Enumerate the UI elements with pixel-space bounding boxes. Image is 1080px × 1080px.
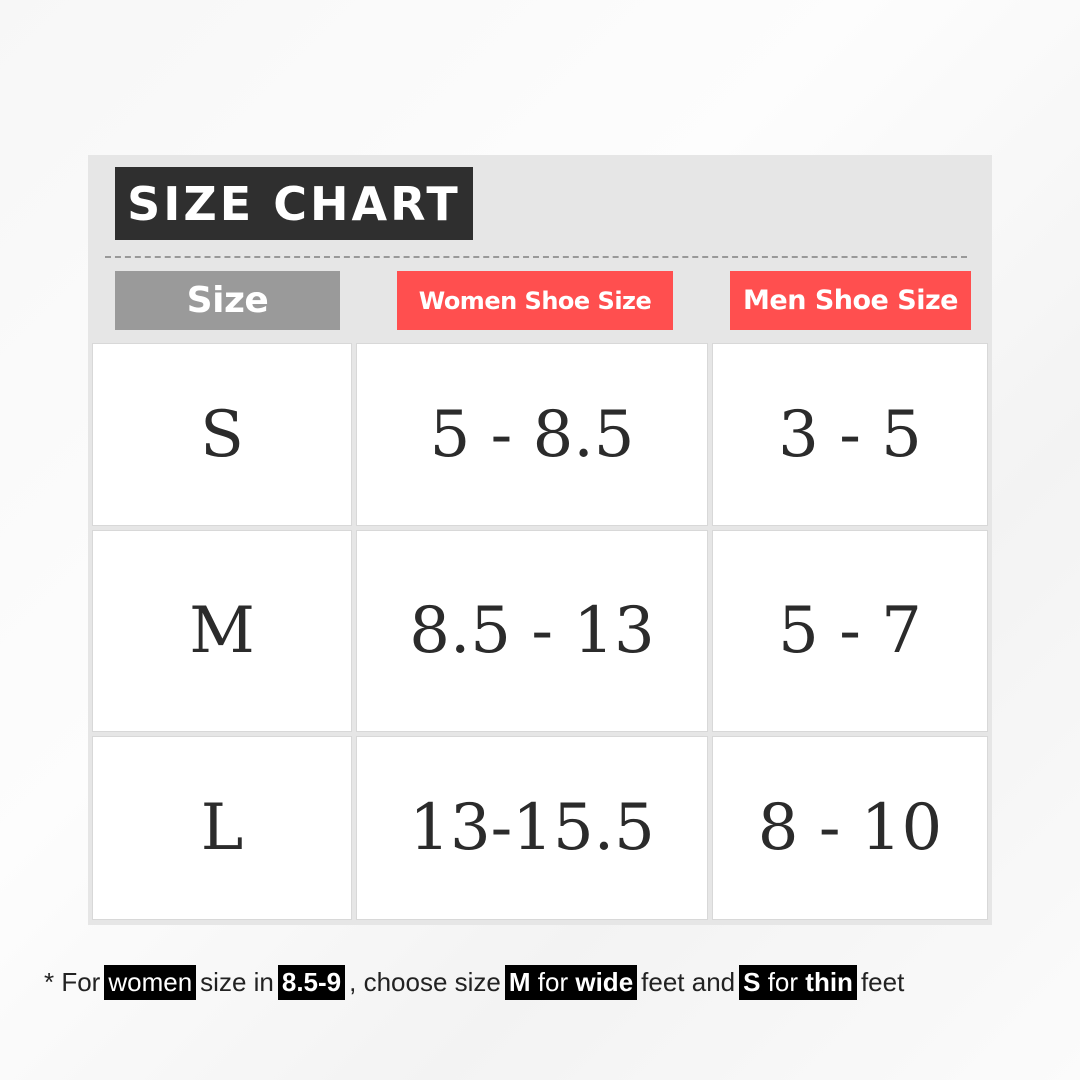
note-highlight-range: 8.5-9 [277, 964, 346, 1000]
note-for: for [530, 966, 576, 997]
cell-women: 13-15.5 [356, 736, 708, 920]
header-size: Size [115, 271, 340, 330]
note-text: feet [860, 966, 905, 997]
note-s: S [743, 966, 761, 997]
cell-size: M [92, 530, 352, 732]
header-men-shoe-size: Men Shoe Size [730, 271, 971, 330]
note-highlight-s-thin: S for thin [739, 964, 857, 1000]
note-wide: wide [575, 966, 634, 997]
note-thin: thin [805, 966, 853, 997]
note-text: feet and [641, 966, 736, 997]
cell-men: 3 - 5 [712, 343, 988, 526]
dashed-divider [105, 256, 967, 258]
cell-women: 5 - 8.5 [356, 343, 708, 526]
cell-men: 8 - 10 [712, 736, 988, 920]
footnote: * For women size in 8.5-9, choose size M for… [44, 962, 904, 1002]
note-for: for [760, 966, 806, 997]
chart-title: SIZE CHART [115, 167, 473, 240]
note-highlight-women: women [104, 964, 197, 1000]
cell-men: 5 - 7 [712, 530, 988, 732]
note-text: * For [44, 966, 101, 997]
note-m: M [508, 966, 531, 997]
note-highlight-m-wide: M for wide [504, 964, 638, 1000]
header-women-shoe-size: Women Shoe Size [397, 271, 673, 330]
cell-size: S [92, 343, 352, 526]
cell-size: L [92, 736, 352, 920]
cell-women: 8.5 - 13 [356, 530, 708, 732]
note-text: size in [200, 966, 274, 997]
note-text: , choose size [349, 966, 501, 997]
